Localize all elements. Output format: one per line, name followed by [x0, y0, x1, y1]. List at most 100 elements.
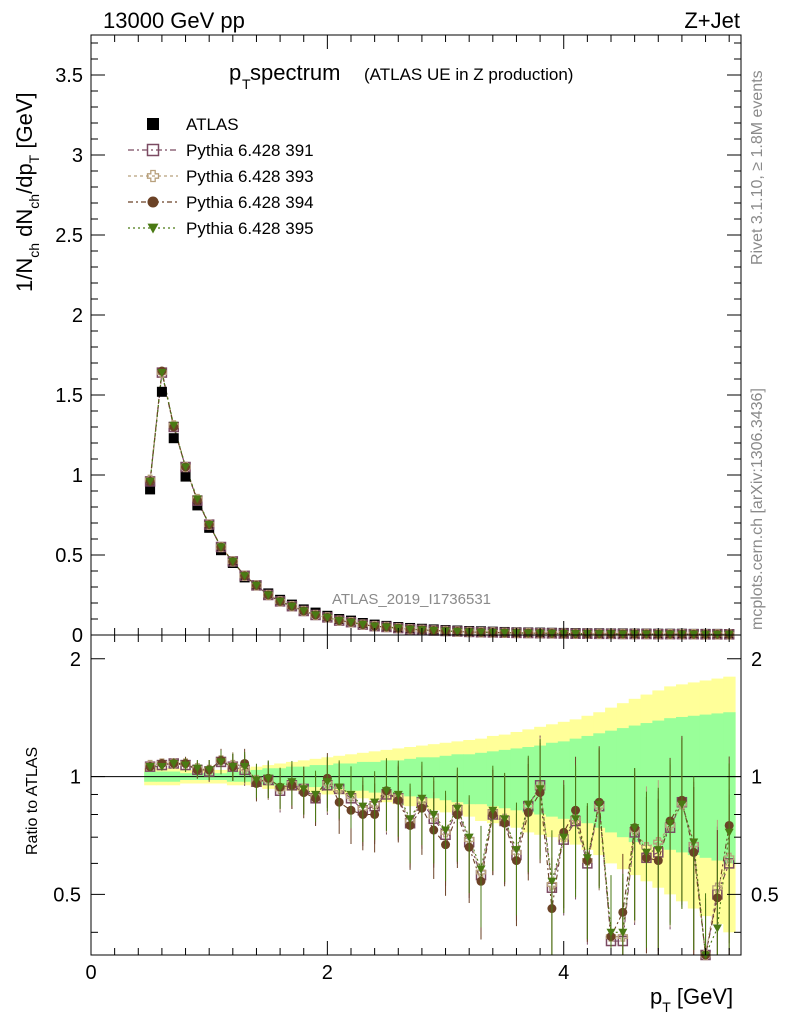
spectrum-point-s4	[476, 628, 486, 637]
ratio-point-s4	[216, 758, 226, 767]
ratio-point-s4	[641, 848, 651, 857]
spectrum-point-s4	[157, 369, 167, 378]
spectrum-point-s4	[358, 620, 368, 629]
spectrum-point-s0	[168, 433, 179, 444]
ratio-point-s4	[417, 794, 427, 803]
spectrum-point-s0	[180, 471, 191, 482]
ratio-point-s4	[476, 865, 486, 874]
header-right-label: Z+Jet	[684, 8, 740, 33]
ratio-point-s4	[157, 763, 167, 772]
spectrum-point-s4	[169, 421, 179, 430]
ratio-point-s4	[511, 846, 521, 855]
band-green-bin	[546, 742, 559, 817]
ratio-point-s4	[712, 924, 722, 933]
x-axis-label: pT [GeV]	[650, 984, 733, 1015]
ratio-point-s4	[677, 800, 687, 809]
spectrum-point-s4	[594, 630, 604, 639]
spectrum-point-s4	[181, 463, 191, 472]
ratio-point-s4	[228, 763, 238, 772]
spectrum-point-s4	[334, 617, 344, 626]
tick-labels: 00.511.522.533.50.5 0.51 12 20 2 4	[53, 65, 779, 984]
ratio-point-s4	[240, 763, 250, 772]
band-green-bin	[711, 713, 724, 861]
ratio-point-s4	[370, 798, 380, 807]
band-green-bin	[605, 730, 618, 833]
ratio-point-s4	[689, 838, 699, 847]
ratio-point-s4	[346, 790, 356, 799]
ratio-point-s4	[571, 815, 581, 824]
spectrum-point-s4	[641, 630, 651, 639]
spectrum-point-s4	[216, 543, 226, 552]
y-axis-label-top: 1/Nch dNch/dpT [GeV]	[12, 92, 42, 292]
legend-marker-0	[147, 118, 159, 130]
spectrum-point-s4	[618, 630, 628, 639]
ratio-point-s4	[393, 790, 403, 799]
spectrum-point-s4	[346, 618, 356, 627]
ratio-point-s4	[618, 928, 628, 937]
spectrum-point-s4	[228, 557, 238, 566]
band-green-bin	[510, 748, 523, 811]
legend-label-4: Pythia 6.428 395	[186, 219, 314, 238]
legend-marker-3	[147, 196, 159, 208]
spectrum-point-s4	[251, 581, 261, 590]
band-green-bin	[475, 752, 488, 805]
ratio-point-s4	[535, 785, 545, 794]
ratio-point-s4	[181, 761, 191, 770]
ratio-point-s4	[488, 806, 498, 815]
ratio-point-s4	[287, 778, 297, 787]
ratio-point-s4	[204, 766, 214, 775]
spectrum-point-s4	[571, 630, 581, 639]
ratio-series-layer	[144, 735, 735, 961]
ratio-point-s4	[275, 783, 285, 792]
ratio-point-s4	[145, 763, 155, 772]
spectrum-point-s4	[263, 591, 273, 600]
ratio-point-s4	[169, 759, 179, 768]
legend-label-3: Pythia 6.428 394	[186, 193, 314, 212]
ratio-point-s4	[724, 828, 734, 837]
y-tick-label-top: 1.5	[55, 385, 83, 407]
spectrum-point-s4	[275, 597, 285, 606]
band-green-bin	[439, 755, 452, 801]
legend-label-2: Pythia 6.428 393	[186, 167, 314, 186]
ratio-point-s4	[358, 802, 368, 811]
y-axis-label-bottom: Ratio to ATLAS	[24, 747, 41, 855]
ratio-point-s4	[559, 833, 569, 842]
ratio-point-s4	[653, 846, 663, 855]
ratio-point-s4	[441, 826, 451, 835]
x-tick-label: 2	[322, 962, 333, 984]
plot-title-sub: T	[242, 76, 251, 92]
ratio-point-s4	[334, 783, 344, 792]
band-green-bin	[699, 714, 712, 858]
band-green-bin	[404, 758, 417, 797]
ratio-point-s4	[311, 790, 321, 799]
plot-title-rest: spectrum	[250, 60, 340, 85]
ratio-point-s4	[665, 819, 675, 828]
spectrum-point-s4	[452, 627, 462, 636]
spectrum-point-s4	[405, 625, 415, 634]
ratio-point-s4	[582, 854, 592, 863]
ratio-point-s4	[547, 877, 557, 886]
svg-text:1/Nch dNch/dpT [GeV]: 1/Nch dNch/dpT [GeV]	[12, 92, 42, 292]
y-tick-label-top: 2	[72, 305, 83, 327]
ratio-point-s4	[523, 800, 533, 809]
band-green-bin	[463, 754, 476, 805]
spectrum-point-s4	[299, 607, 309, 616]
spectrum-point-s4	[322, 613, 332, 622]
ratio-point-s4	[405, 815, 415, 824]
spectrum-point-s4	[381, 623, 391, 632]
ratio-point-s4	[630, 824, 640, 833]
legend-marker-4	[147, 223, 159, 234]
ratio-point-s2	[724, 852, 735, 863]
band-green-bin	[616, 728, 630, 838]
ratio-point-s4	[251, 776, 261, 785]
x-tick-label: 0	[85, 962, 96, 984]
y-tick-label-ratio-right: 2	[751, 649, 762, 671]
ratio-uncertainty-bands	[91, 676, 741, 933]
y-tick-label-ratio: 2	[70, 649, 81, 671]
y-tick-label-top: 0.5	[55, 545, 83, 567]
y-tick-label-top: 2.5	[55, 225, 83, 247]
axis-ticks	[90, 35, 741, 955]
y-tick-label-top: 1	[72, 465, 83, 487]
rivet-label: Rivet 3.1.10, ≥ 1.8M events	[749, 70, 766, 265]
ratio-point-s4	[263, 774, 273, 783]
